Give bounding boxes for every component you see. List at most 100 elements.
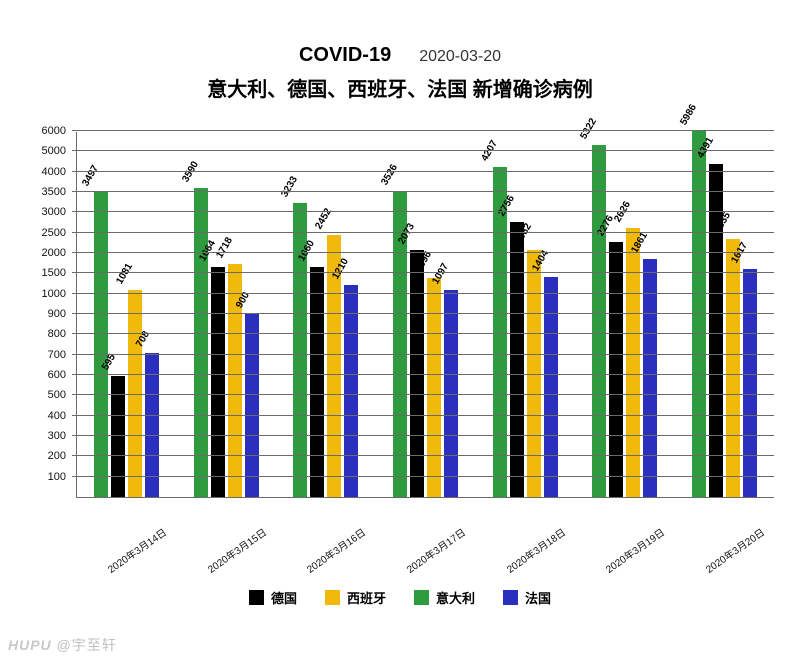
x-tick-label: 2020年3月14日 <box>104 524 169 576</box>
bar-groups: 3497595108170835901664171890032331660245… <box>77 132 774 497</box>
y-tick-label: 500 <box>48 389 66 401</box>
bar-value-label: 1718 <box>213 236 235 263</box>
gridline: 5000 <box>72 150 774 151</box>
gridline: 2500 <box>72 232 774 233</box>
gridline: 600 <box>72 374 774 375</box>
bar-value-label: 1097 <box>429 261 451 288</box>
chart-subtitle: 意大利、德国、西班牙、法国 新增确诊病例 <box>0 73 800 102</box>
bar-it: 3590 <box>194 188 208 497</box>
legend-item: 德国 <box>249 588 297 607</box>
x-tick-label: 2020年3月18日 <box>503 524 568 576</box>
watermark: HUPU @宇至轩 <box>8 635 117 655</box>
bar-it: 3497 <box>94 192 108 497</box>
gridline: 4000 <box>72 171 774 172</box>
chart-card: { "title": { "main": "COVID-19", "date":… <box>0 0 800 661</box>
y-tick-label: 900 <box>48 308 66 320</box>
x-tick-label: 2020年3月17日 <box>403 524 468 576</box>
x-tick-label: 2020年3月15日 <box>204 524 269 576</box>
bar-fr: 1404 <box>544 277 558 497</box>
bar-de: 1664 <box>211 267 225 497</box>
gridline: 100 <box>72 476 774 477</box>
bar-fr: 1617 <box>743 269 757 497</box>
gridline: 900 <box>72 313 774 314</box>
y-tick-label: 2000 <box>42 247 66 259</box>
bar-it: 5322 <box>592 145 606 497</box>
y-tick-label: 3500 <box>42 186 66 198</box>
y-tick-label: 400 <box>48 410 66 422</box>
chart-title: COVID-19 <box>299 44 391 67</box>
legend-label: 法国 <box>525 588 551 607</box>
legend-label: 西班牙 <box>347 588 386 607</box>
y-tick-label: 6000 <box>42 125 66 137</box>
y-tick-label: 100 <box>48 471 66 483</box>
bar-value-label: 3526 <box>378 162 400 189</box>
bar-group: 3233166024521210 <box>276 203 376 497</box>
legend-label: 意大利 <box>436 588 475 607</box>
x-axis-labels: 2020年3月14日2020年3月15日2020年3月16日2020年3月17日… <box>76 518 774 568</box>
chart-titles: COVID-19 2020-03-20 意大利、德国、西班牙、法国 新增确诊病例 <box>0 44 800 102</box>
chart-area: 3497595108170835901664171890032331660245… <box>42 132 780 528</box>
bar-group: 35901664 1718 900 <box>177 188 277 497</box>
gridline: 3500 <box>72 191 774 192</box>
legend-item: 法国 <box>503 588 551 607</box>
bar-value-label: 3233 <box>279 174 301 201</box>
gridline: 1000 <box>72 293 774 294</box>
bar-it: 5986 <box>692 131 706 497</box>
gridline: 800 <box>72 333 774 334</box>
legend: 德国 西班牙 意大利 法国 <box>0 588 800 607</box>
gridline: 700 <box>72 354 774 355</box>
watermark-brand: HUPU <box>8 637 52 653</box>
gridline: 400 <box>72 415 774 416</box>
bar-fr: 1861 <box>643 259 657 497</box>
watermark-handle: @宇至轩 <box>57 637 117 653</box>
legend-label: 德国 <box>271 588 297 607</box>
x-tick-label: 2020年3月16日 <box>303 524 368 576</box>
bar-value-label: 4207 <box>478 139 500 166</box>
bar-fr: 1210 <box>344 285 358 497</box>
bar-group: 4207275620821404 <box>475 167 575 497</box>
legend-swatch <box>249 590 264 605</box>
gridline: 3000 <box>72 211 774 212</box>
plot-region: 3497595108170835901664171890032331660245… <box>76 132 774 498</box>
gridline: 200 <box>72 455 774 456</box>
y-tick-label: 300 <box>48 430 66 442</box>
y-tick-label: 1000 <box>42 288 66 300</box>
bar-de: 2276 <box>609 242 623 497</box>
bar-value-label: 5986 <box>677 103 699 130</box>
y-tick-label: 700 <box>48 349 66 361</box>
chart-date: 2020-03-20 <box>419 48 501 66</box>
gridline: 2000 <box>72 252 774 253</box>
gridline: 6000 <box>72 130 774 131</box>
gridline: 500 <box>72 394 774 395</box>
bar-value-label: 3497 <box>80 164 102 191</box>
legend-item: 意大利 <box>414 588 475 607</box>
y-tick-label: 5000 <box>42 145 66 157</box>
x-tick-label: 2020年3月20日 <box>702 524 767 576</box>
y-tick-label: 600 <box>48 369 66 381</box>
bar-group: 3526207313961097 <box>376 191 476 497</box>
bar-es: 2626 <box>626 228 640 497</box>
bar-group: 5986439123351617 <box>674 131 774 497</box>
bar-value-label: 2452 <box>313 206 335 233</box>
y-tick-label: 1500 <box>42 267 66 279</box>
bar-value-label: 1081 <box>114 262 136 289</box>
bar-de: 1660 <box>310 267 324 497</box>
bar-group: 5322227626261861 <box>575 145 675 497</box>
bar-es: 2335 <box>726 239 740 497</box>
y-tick-label: 800 <box>48 328 66 340</box>
legend-swatch <box>414 590 429 605</box>
y-tick-label: 3000 <box>42 206 66 218</box>
legend-swatch <box>325 590 340 605</box>
legend-item: 西班牙 <box>325 588 386 607</box>
y-tick-label: 4000 <box>42 166 66 178</box>
gridline: 300 <box>72 435 774 436</box>
bar-value-label: 3590 <box>179 160 201 187</box>
bar-es: 1396 <box>427 278 441 497</box>
y-tick-label: 200 <box>48 450 66 462</box>
bar-fr: 900 <box>245 314 259 497</box>
gridline: 1500 <box>72 272 774 273</box>
y-tick-label: 2500 <box>42 227 66 239</box>
x-tick-label: 2020年3月19日 <box>602 524 667 576</box>
legend-swatch <box>503 590 518 605</box>
bar-group: 34975951081708 <box>77 192 177 497</box>
